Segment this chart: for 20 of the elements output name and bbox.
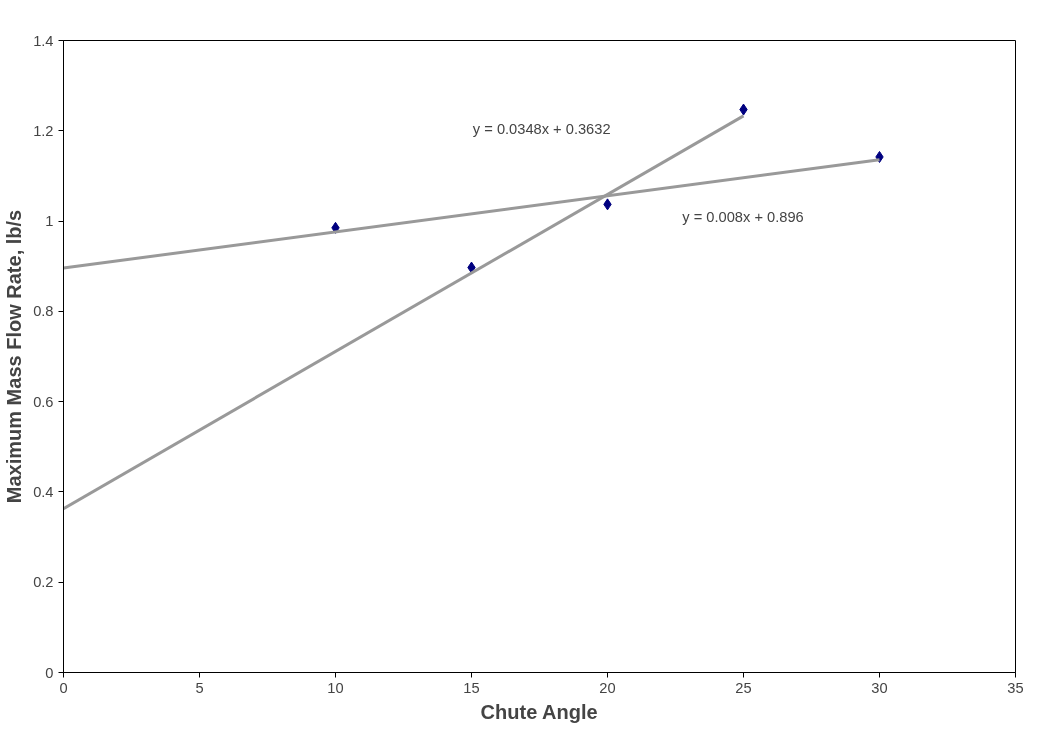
annotation: y = 0.008x + 0.896 (682, 209, 804, 226)
x-tick-label: 0 (59, 679, 68, 696)
y-tick-label: 0.6 (33, 393, 54, 410)
y-tick-label: 1.2 (33, 122, 54, 139)
annotation: y = 0.0348x + 0.3632 (472, 120, 611, 137)
y-tick-label: 1.4 (33, 32, 54, 49)
y-axis-title: Maximum Mass Flow Rate, lb/s (3, 209, 26, 504)
x-tick-label: 15 (463, 679, 480, 696)
x-tick-label: 20 (599, 679, 616, 696)
y-tick-label: 0 (45, 664, 54, 681)
y-tick-label: 1 (45, 213, 54, 230)
y-tick-label: 0.8 (33, 303, 54, 320)
x-tick-label: 5 (195, 679, 204, 696)
x-tick-label: 25 (735, 679, 752, 696)
x-axis-title: Chute Angle (480, 700, 598, 723)
x-tick-label: 30 (871, 679, 888, 696)
x-tick-label: 10 (327, 679, 344, 696)
x-tick-label: 35 (1007, 679, 1024, 696)
y-tick-label: 0.4 (33, 483, 54, 500)
y-tick-label: 0.2 (33, 574, 54, 591)
